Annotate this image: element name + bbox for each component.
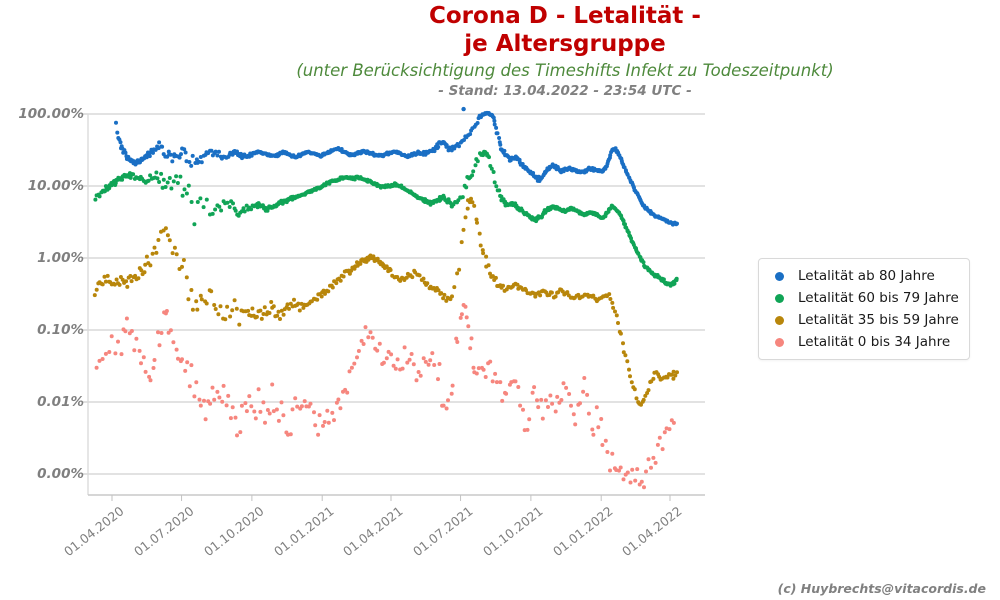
gridlines xyxy=(82,113,705,501)
legend-item-label: Letalität 0 bis 34 Jahre xyxy=(798,334,951,350)
y-tick-label: 0.10% xyxy=(37,322,84,338)
series-dots-2 xyxy=(93,149,679,288)
legend-item-label: Letalität 35 bis 59 Jahre xyxy=(798,312,959,328)
chart-stand-line: - Stand: 13.04.2022 - 23:54 UTC - xyxy=(438,83,692,99)
legend-marker-dot xyxy=(775,337,784,347)
legend-marker-dot xyxy=(775,293,784,303)
y-tick-label: 0.01% xyxy=(37,394,84,410)
legend-item: Letalität 60 bis 79 Jahre xyxy=(775,287,961,309)
y-tick-label: 100.00% xyxy=(18,106,84,122)
copyright-note: (c) Huybrechts@vitacordis.de xyxy=(777,581,986,596)
chart-title-line2: je Altersgruppe xyxy=(464,31,666,57)
chart-header: Corona D - Letalität - je Altersgruppe (… xyxy=(265,2,865,100)
y-tick-label: 10.00% xyxy=(27,178,84,194)
series-dots-3 xyxy=(92,196,679,407)
series-dots-1 xyxy=(114,106,679,227)
chart-subtitle: (unter Berücksichtigung des Timeshifts I… xyxy=(296,61,834,80)
series-dots-4 xyxy=(94,303,676,490)
y-tick-label: 0.00% xyxy=(37,466,84,482)
legend-item: Letalität 35 bis 59 Jahre xyxy=(775,309,961,331)
chart-title-line1: Corona D - Letalität - xyxy=(429,3,701,29)
legend-item-label: Letalität ab 80 Jahre xyxy=(798,268,935,284)
legend-item-label: Letalität 60 bis 79 Jahre xyxy=(798,290,959,306)
legend-marker-dot xyxy=(775,315,784,325)
legend: Letalität ab 80 Jahre Letalität 60 bis 79… xyxy=(758,258,970,360)
legend-item: Letalität ab 80 Jahre xyxy=(775,265,961,287)
y-tick-label: 1.00% xyxy=(37,250,84,266)
legend-marker-dot xyxy=(775,271,784,281)
legend-item: Letalität 0 bis 34 Jahre xyxy=(775,331,961,353)
